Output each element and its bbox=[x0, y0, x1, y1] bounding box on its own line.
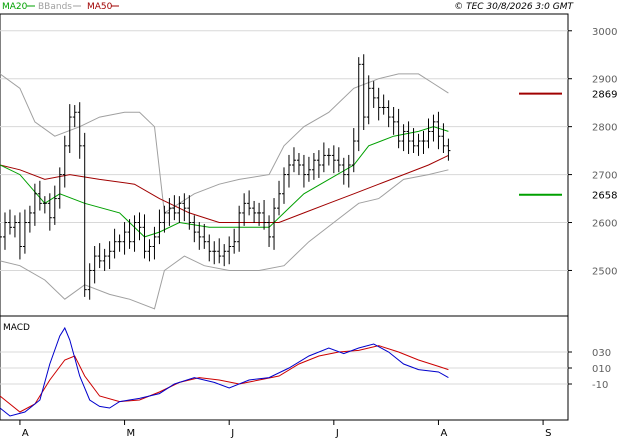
macd-y-tick-label: 030 bbox=[592, 348, 611, 359]
price-bars-layer bbox=[0, 54, 451, 300]
price-y-tick-label: 2600 bbox=[592, 219, 617, 230]
price-y-tick-label: 2500 bbox=[592, 266, 617, 277]
copyright-text: © TEC 30/8/2026 3:0 GMT bbox=[454, 2, 574, 12]
x-axis-month-label: A bbox=[22, 428, 29, 439]
bbands-layer bbox=[0, 73, 449, 310]
annotation-label: 2658 bbox=[592, 191, 617, 202]
x-axis-month-label: S bbox=[545, 428, 551, 439]
macd-line bbox=[0, 326, 449, 417]
macd-y-axis: -10 010 030 bbox=[568, 348, 611, 391]
x-axis-month-label: A bbox=[440, 428, 447, 439]
macd-title: MACD bbox=[3, 323, 30, 333]
price-y-axis: 2500 2600 2700 2800 2900 3000 bbox=[568, 27, 617, 277]
price-y-tick-label: 3000 bbox=[592, 27, 617, 38]
x-axis-month-label: M bbox=[127, 428, 136, 439]
ma20-line bbox=[0, 126, 449, 238]
legend-bbands: BBands bbox=[38, 2, 72, 12]
macd-y-tick-label: -10 bbox=[592, 380, 608, 391]
x-axis-month-label: J bbox=[335, 428, 339, 439]
bbands-lower-line bbox=[0, 169, 449, 310]
x-axis-month-label: J bbox=[230, 428, 234, 439]
macd-lines-layer bbox=[0, 326, 449, 417]
bbands-upper-line bbox=[0, 73, 449, 214]
ma50-line bbox=[0, 154, 449, 223]
price-y-tick-label: 2800 bbox=[592, 123, 617, 134]
macd-y-tick-label: 010 bbox=[592, 364, 611, 375]
legend-ma50: MA50 bbox=[87, 2, 113, 12]
moving-averages-layer bbox=[0, 126, 449, 238]
macd-gridlines bbox=[0, 351, 568, 385]
price-y-tick-label: 2900 bbox=[592, 75, 617, 86]
legend-ma20: MA20 bbox=[2, 2, 28, 12]
price-annotations: 2869 2658 bbox=[519, 90, 617, 202]
macd-panel: MACD -10 010 030 bbox=[0, 315, 611, 421]
macd-signal-line bbox=[0, 345, 449, 413]
chart-header: MA20 BBands MA50 © TEC 30/8/2026 3:0 GMT bbox=[2, 2, 575, 12]
price-y-tick-label: 2700 bbox=[592, 171, 617, 182]
annotation-label: 2869 bbox=[592, 90, 617, 101]
